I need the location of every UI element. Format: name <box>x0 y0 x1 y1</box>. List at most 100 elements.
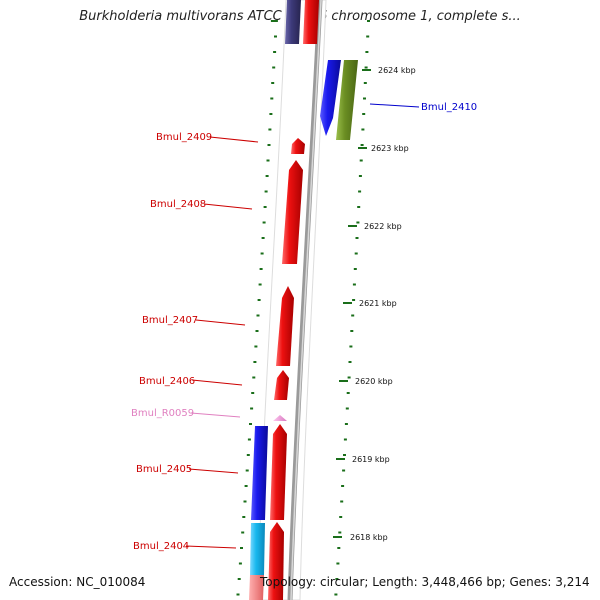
tick-dot <box>358 190 362 193</box>
chromosome-backbone <box>287 0 323 600</box>
gene-bmul-2410-blue[interactable] <box>320 60 341 136</box>
tick-dot <box>335 578 339 580</box>
tick-dot <box>244 485 248 487</box>
tick-label-2624: 2624 kbp <box>378 66 416 75</box>
gene-bmul-2405-red[interactable] <box>270 424 287 520</box>
tick-dot <box>344 423 348 425</box>
tick-dot <box>251 392 255 394</box>
tick-dot <box>260 252 264 255</box>
tick-dot <box>268 128 272 131</box>
tick-dot <box>243 500 247 503</box>
chromosome-backbone-highlight <box>290 0 322 600</box>
gene-red-top[interactable] <box>303 0 319 44</box>
tick-dot <box>238 562 242 565</box>
gene-label-bmul-2407[interactable]: Bmul_2407 <box>142 315 198 326</box>
tick-dot <box>249 423 252 425</box>
tick-dot <box>343 454 346 456</box>
tick-dot <box>355 237 359 239</box>
tick-dot <box>252 376 256 379</box>
tick-dot <box>266 159 270 162</box>
tick-dot <box>262 221 266 224</box>
gene-label-bmul-r0059[interactable]: Bmul_R0059 <box>131 408 194 419</box>
tick-dot <box>241 531 245 534</box>
tick-dot <box>338 531 342 534</box>
tick-dot <box>354 252 358 255</box>
gene-bmul-2407[interactable] <box>276 286 294 366</box>
gene-navy-top[interactable] <box>285 0 301 44</box>
tick-dot <box>267 144 271 146</box>
tick-dot <box>353 268 357 270</box>
tick-dot <box>358 175 362 177</box>
tick-dots <box>236 20 370 596</box>
tick-dot <box>265 175 269 177</box>
tick-dot <box>349 345 353 348</box>
gene-bmul-2409[interactable] <box>291 138 305 154</box>
tick-dot <box>351 314 355 317</box>
tick-dot <box>256 314 260 317</box>
tick-dot <box>247 438 251 441</box>
tick-dot <box>364 66 368 69</box>
tick-dot <box>336 562 340 565</box>
gene-features <box>249 0 358 600</box>
tick-dot <box>236 593 240 596</box>
tick-dot <box>352 283 356 286</box>
tick-dot <box>359 159 363 162</box>
tick-dot <box>254 345 258 348</box>
gene-label-bmul-2408[interactable]: Bmul_2408 <box>150 199 206 210</box>
gene-bmul-2405-blue[interactable] <box>251 426 268 520</box>
gene-bmul-2404-red[interactable] <box>268 522 284 600</box>
tick-dot <box>350 330 354 332</box>
tick-dot <box>264 190 268 193</box>
tick-dot <box>240 547 243 549</box>
tick-dot <box>259 268 263 270</box>
tick-dot <box>367 20 370 22</box>
accession-text: Accession: NC_010084 <box>9 575 146 589</box>
tick-dot <box>255 330 259 332</box>
gene-label-bmul-2406[interactable]: Bmul_2406 <box>139 376 195 387</box>
gene-label-bmul-2405[interactable]: Bmul_2405 <box>136 464 192 475</box>
tick-dot <box>363 97 366 100</box>
gene-label-bmul-2404[interactable]: Bmul_2404 <box>133 541 189 552</box>
tick-label-2618: 2618 kbp <box>350 533 388 542</box>
tick-label-2622: 2622 kbp <box>364 222 402 231</box>
tick-dot <box>360 144 364 146</box>
tick-dot <box>365 51 369 53</box>
tick-dot <box>366 35 370 38</box>
gene-bmul-2408[interactable] <box>282 160 303 264</box>
tick-label-2623: 2623 kbp <box>371 144 409 153</box>
tick-dot <box>334 593 338 596</box>
tick-label-2621: 2621 kbp <box>359 299 397 308</box>
gene-labels: Bmul_2410 Bmul_2409 Bmul_2408 Bmul_2407 … <box>131 102 477 552</box>
tick-dot <box>363 82 367 84</box>
gene-bmul-r0059[interactable] <box>273 415 287 421</box>
tick-dot <box>272 66 276 69</box>
gene-label-bmul-2409[interactable]: Bmul_2409 <box>156 132 212 143</box>
gene-bmul-2406[interactable] <box>274 370 289 400</box>
tick-dot <box>356 221 360 224</box>
tick-dot <box>270 20 278 22</box>
tick-dot <box>346 392 350 394</box>
gene-bmul-2410-olive[interactable] <box>336 60 358 140</box>
tick-dot <box>261 237 265 239</box>
tick-dot <box>343 438 347 441</box>
tick-dot <box>362 113 366 115</box>
gene-label-bmul-2410[interactable]: Bmul_2410 <box>421 102 477 113</box>
tick-dot <box>242 516 246 518</box>
tick-dot <box>361 128 365 131</box>
tick-dot <box>271 82 275 84</box>
tick-dot <box>270 97 274 100</box>
tick-label-2620: 2620 kbp <box>355 377 393 386</box>
tick-dot <box>237 578 241 580</box>
tick-dot <box>339 516 343 518</box>
tick-dot <box>269 113 273 115</box>
gene-bmul-2404-cyan[interactable] <box>250 523 265 575</box>
gene-salmon-bottom[interactable] <box>249 575 264 600</box>
tick-label-2619: 2619 kbp <box>352 455 390 464</box>
tick-dot <box>253 361 257 363</box>
tick-dot <box>274 35 277 38</box>
tick-dot <box>347 376 351 379</box>
tick-dot <box>345 407 349 410</box>
tick-dot <box>246 454 250 456</box>
tick-dot <box>245 469 249 472</box>
